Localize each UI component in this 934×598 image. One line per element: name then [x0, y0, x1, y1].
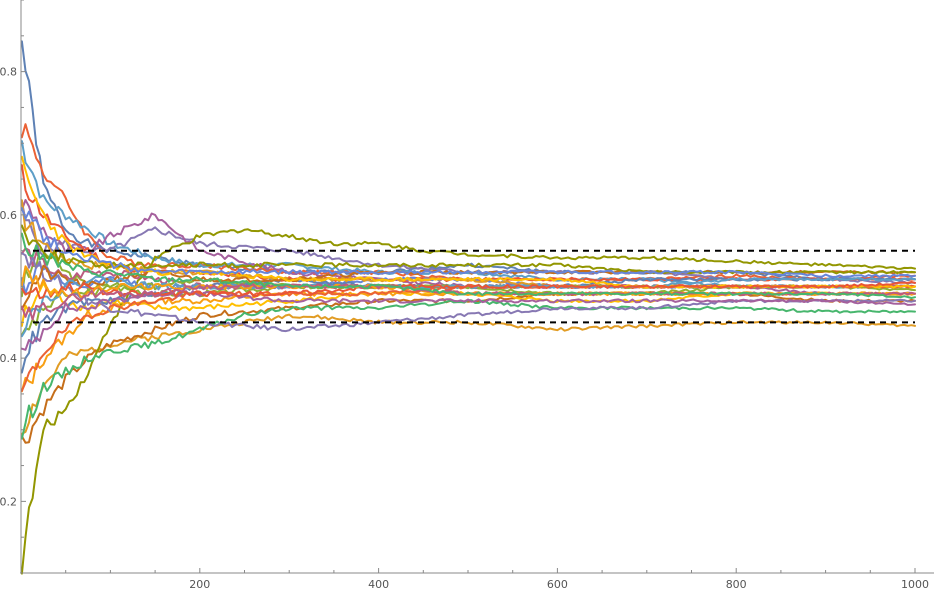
x-tick-label: 200: [189, 578, 210, 591]
series-line-27: [20, 207, 916, 278]
series-line-1: [20, 40, 916, 282]
series-line-30: [20, 232, 916, 299]
series-line-10: [20, 228, 916, 575]
y-tick-label: 0.8: [0, 66, 17, 79]
x-tick-label: 600: [547, 578, 568, 591]
y-tick-label: 0.2: [0, 495, 17, 508]
x-tick-label: 1000: [901, 578, 929, 591]
series-layer: [20, 40, 916, 575]
x-tick-label: 800: [726, 578, 747, 591]
series-line-24: [20, 290, 916, 351]
y-tick-label: 0.6: [0, 209, 17, 222]
reference-lines: [33, 249, 915, 324]
y-tick-label: 0.4: [0, 352, 17, 365]
series-line-23: [20, 155, 916, 289]
series-line-6: [20, 291, 916, 444]
series-line-2: [20, 313, 916, 435]
series-line-15: [20, 299, 916, 440]
x-tick-label: 400: [368, 578, 389, 591]
